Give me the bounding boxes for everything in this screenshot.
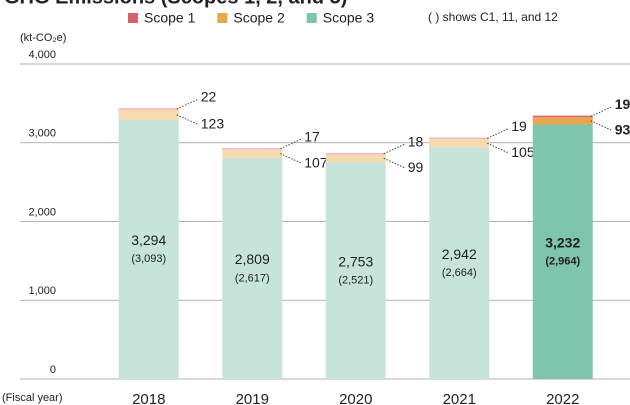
sub-data-label: (3,093) bbox=[131, 253, 166, 265]
data-label: 22 bbox=[201, 89, 217, 105]
y-tick-label: 2,000 bbox=[28, 206, 56, 218]
x-tick-label: 2022 bbox=[546, 391, 579, 405]
data-label: 3,294 bbox=[131, 232, 166, 248]
data-label: 3,232 bbox=[545, 234, 580, 250]
y-axis-label: (kt-CO₂e) bbox=[20, 32, 66, 44]
legend-note: ( ) shows C1, 11, and 12 bbox=[428, 10, 558, 24]
bar-segment bbox=[532, 115, 593, 118]
bar-segment bbox=[429, 147, 490, 379]
legend-label: Scope 2 bbox=[233, 10, 285, 26]
leader-line bbox=[176, 98, 199, 110]
leader-line bbox=[383, 143, 406, 155]
leader-line bbox=[487, 142, 510, 154]
data-label: 2,753 bbox=[338, 253, 373, 269]
bar-segment bbox=[118, 119, 179, 379]
sub-data-label: (2,521) bbox=[338, 275, 373, 287]
chart-title: GHG Emissions (Scopes 1, 2, and 3) bbox=[4, 0, 347, 8]
leader-line bbox=[280, 153, 303, 165]
sub-data-label: (2,964) bbox=[545, 256, 580, 268]
legend-swatch bbox=[217, 13, 228, 23]
sub-data-label: (2,664) bbox=[442, 267, 477, 279]
bar-segment bbox=[532, 124, 593, 379]
leader-line bbox=[590, 105, 613, 117]
data-label: 93 bbox=[615, 122, 630, 138]
y-tick-label: 4,000 bbox=[28, 49, 56, 61]
legend-label: Scope 1 bbox=[144, 10, 196, 26]
data-label: 2,942 bbox=[442, 246, 477, 262]
y-tick-label: 3,000 bbox=[28, 128, 56, 140]
bar-segment bbox=[222, 157, 283, 379]
legend-swatch bbox=[128, 13, 138, 23]
x-tick-label: 2020 bbox=[339, 391, 372, 405]
legend-swatch bbox=[306, 13, 317, 23]
bar-segment bbox=[532, 117, 593, 125]
bar-segment bbox=[429, 137, 490, 140]
data-label: 17 bbox=[304, 128, 320, 144]
data-label: 107 bbox=[304, 154, 328, 170]
x-tick-label: 2018 bbox=[132, 391, 165, 405]
bar-segment bbox=[118, 109, 179, 120]
bar-segment bbox=[325, 154, 386, 163]
y-tick-label: 0 bbox=[50, 364, 56, 376]
x-tick-label: 2021 bbox=[443, 391, 476, 405]
data-label: 105 bbox=[511, 144, 535, 160]
bar-segment bbox=[222, 148, 283, 150]
data-label: 123 bbox=[201, 115, 225, 131]
leader-line bbox=[383, 157, 406, 169]
bar-segment bbox=[429, 139, 490, 148]
leader-line bbox=[487, 127, 510, 139]
leader-line bbox=[590, 120, 613, 132]
legend-label: Scope 3 bbox=[323, 10, 375, 26]
data-label: 19 bbox=[511, 118, 527, 134]
data-label: 19 bbox=[615, 96, 630, 112]
x-axis-label: (Fiscal year) bbox=[2, 392, 63, 404]
leader-line bbox=[176, 114, 199, 126]
sub-data-label: (2,617) bbox=[235, 272, 270, 284]
bar-segment bbox=[325, 162, 386, 379]
data-label: 2,809 bbox=[235, 251, 270, 267]
leader-line bbox=[280, 138, 303, 150]
bar-segment bbox=[222, 149, 283, 158]
x-tick-label: 2019 bbox=[236, 391, 269, 405]
y-tick-label: 1,000 bbox=[28, 285, 56, 297]
data-label: 18 bbox=[408, 133, 424, 149]
data-label: 99 bbox=[408, 159, 424, 175]
bar-segment bbox=[118, 108, 179, 110]
bar-segment bbox=[325, 152, 386, 155]
